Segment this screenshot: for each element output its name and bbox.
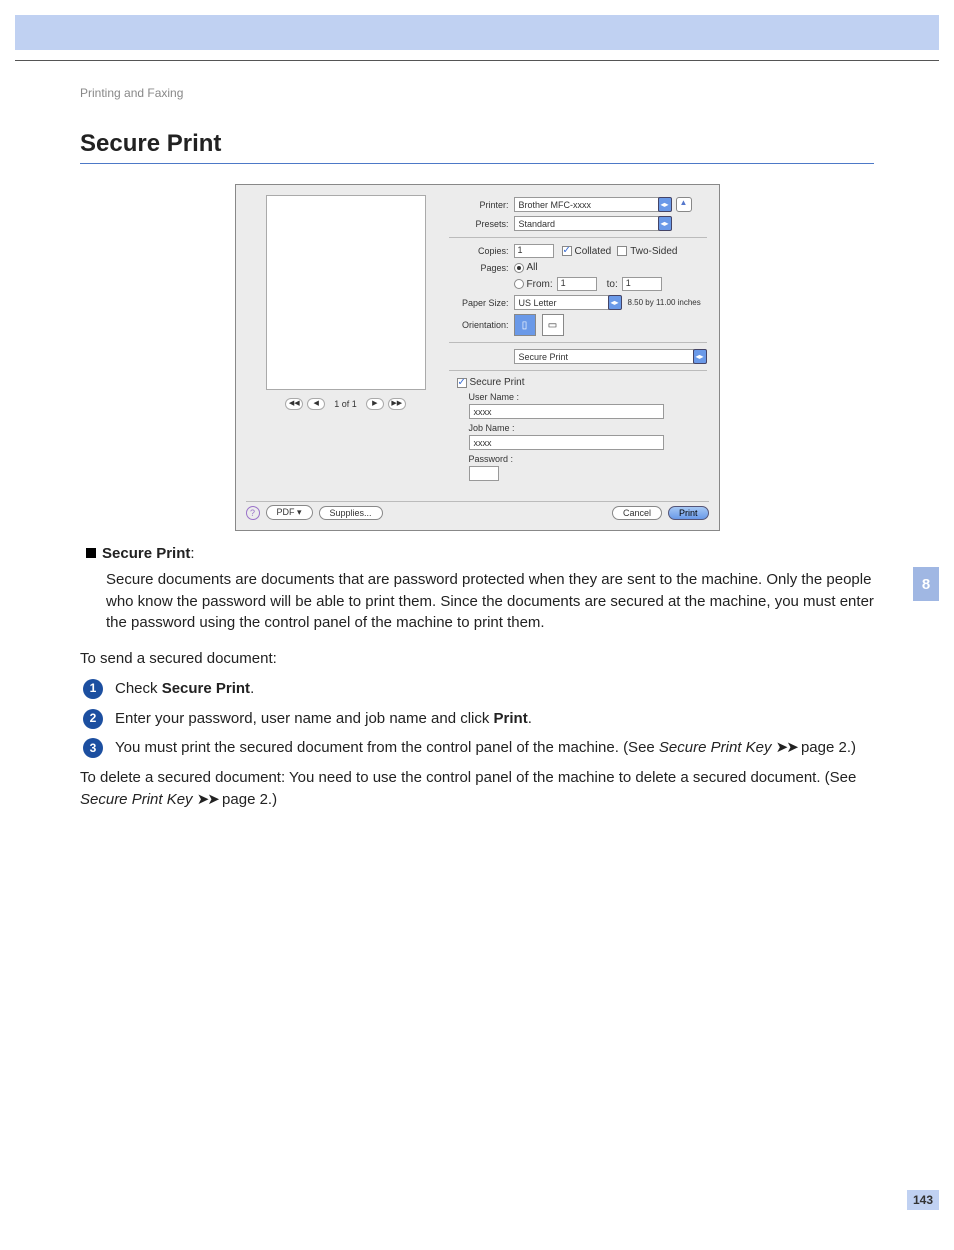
divider xyxy=(15,60,939,61)
from-input[interactable]: 1 xyxy=(557,277,597,291)
pages-all-radio[interactable] xyxy=(514,263,524,273)
orientation-portrait-button[interactable]: ▯ xyxy=(514,314,536,336)
orientation-landscape-button[interactable]: ▭ xyxy=(542,314,564,336)
dropdown-icon[interactable]: ◂▸ xyxy=(658,216,672,231)
prev-page-button[interactable]: ◀ xyxy=(307,398,325,410)
papersize-label: Paper Size: xyxy=(449,298,509,308)
twosided-label: Two-Sided xyxy=(630,246,677,257)
jobname-input[interactable]: xxxx xyxy=(469,435,664,450)
twosided-checkbox[interactable] xyxy=(617,246,627,256)
pages-from-radio[interactable] xyxy=(514,279,524,289)
step-3-text: You must print the secured document from… xyxy=(115,737,856,759)
step-number-2: 2 xyxy=(83,709,103,729)
dropdown-icon[interactable]: ◂▸ xyxy=(658,197,672,212)
username-input[interactable]: xxxx xyxy=(469,404,664,419)
preview-page-nav: ◀◀ ◀ 1 of 1 ▶ ▶▶ xyxy=(271,397,421,411)
secure-print-description: Secure documents are documents that are … xyxy=(106,569,874,634)
presets-select[interactable]: Standard xyxy=(514,216,659,231)
printer-status-button[interactable]: ▲ xyxy=(676,197,692,212)
step-1-text: Check Secure Print. xyxy=(115,678,254,700)
paper-dimensions: 8.50 by 11.00 inches xyxy=(628,298,701,307)
delete-doc-text: To delete a secured document: You need t… xyxy=(80,767,874,811)
supplies-button[interactable]: Supplies... xyxy=(319,506,383,520)
reference-arrow-icon: ➤➤ xyxy=(197,791,218,808)
copies-input[interactable]: 1 xyxy=(514,244,554,258)
to-input[interactable]: 1 xyxy=(622,277,662,291)
chapter-tab: 8 xyxy=(913,567,939,601)
last-page-button[interactable]: ▶▶ xyxy=(388,398,406,410)
username-label: User Name : xyxy=(469,392,707,402)
password-input[interactable] xyxy=(469,466,499,481)
copies-label: Copies: xyxy=(449,246,509,256)
orientation-label: Orientation: xyxy=(449,320,509,330)
print-button[interactable]: Print xyxy=(668,506,709,520)
pages-all-label: All xyxy=(527,262,538,273)
header-bar xyxy=(15,15,939,50)
from-label: From: xyxy=(527,279,553,290)
help-button[interactable]: ? xyxy=(246,506,260,520)
pages-label: Pages: xyxy=(449,263,509,273)
next-page-button[interactable]: ▶ xyxy=(366,398,384,410)
page-indicator: 1 of 1 xyxy=(334,399,357,409)
to-label: to: xyxy=(607,279,618,290)
preview-pane xyxy=(266,195,426,390)
breadcrumb: Printing and Faxing xyxy=(80,86,954,100)
title-underline xyxy=(80,163,874,164)
dropdown-icon[interactable]: ◂▸ xyxy=(693,349,707,364)
secure-print-checkbox-label: Secure Print xyxy=(470,377,525,388)
secure-print-checkbox[interactable] xyxy=(457,378,467,388)
collated-checkbox[interactable] xyxy=(562,246,572,256)
options-section-select[interactable]: Secure Print xyxy=(514,349,694,364)
presets-label: Presets: xyxy=(449,219,509,229)
step-2-text: Enter your password, user name and job n… xyxy=(115,708,532,730)
dropdown-icon[interactable]: ◂▸ xyxy=(608,295,622,310)
reference-arrow-icon: ➤➤ xyxy=(776,739,797,756)
cancel-button[interactable]: Cancel xyxy=(612,506,662,520)
bullet-icon xyxy=(86,548,96,558)
page-number: 143 xyxy=(907,1190,939,1210)
page-title: Secure Print xyxy=(80,130,954,158)
papersize-select[interactable]: US Letter xyxy=(514,295,609,310)
step-number-1: 1 xyxy=(83,679,103,699)
printer-select[interactable]: Brother MFC-xxxx xyxy=(514,197,659,212)
to-send-intro: To send a secured document: xyxy=(80,648,874,670)
jobname-label: Job Name : xyxy=(469,423,707,433)
printer-label: Printer: xyxy=(449,200,509,210)
pdf-menu-button[interactable]: PDF ▾ xyxy=(266,505,313,520)
print-dialog-screenshot: ◀◀ ◀ 1 of 1 ▶ ▶▶ Printer: Brother MFC-xx… xyxy=(235,184,720,531)
password-label: Password : xyxy=(469,454,707,464)
step-number-3: 3 xyxy=(83,738,103,758)
first-page-button[interactable]: ◀◀ xyxy=(285,398,303,410)
collated-label: Collated xyxy=(575,246,612,257)
secure-print-heading: Secure Print: xyxy=(102,543,195,565)
